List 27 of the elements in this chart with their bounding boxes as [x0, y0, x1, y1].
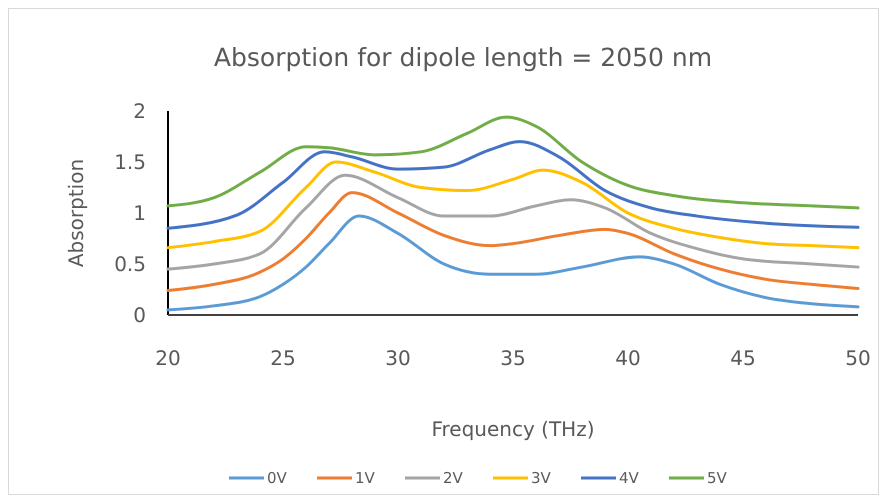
- legend-label: 2V: [443, 469, 464, 487]
- y-axis-title: Absorption: [64, 158, 88, 268]
- chart-title: Absorption for dipole length = 2050 nm: [214, 43, 712, 72]
- x-axis-title: Frequency (THz): [431, 417, 595, 441]
- line-series: [166, 160, 860, 250]
- x-tick-label: 35: [500, 346, 526, 370]
- legend-label: 3V: [531, 469, 552, 487]
- line-series: [166, 214, 860, 312]
- line-series: [166, 116, 860, 210]
- line-series: [166, 191, 860, 292]
- x-tick-label: 50: [845, 346, 871, 370]
- x-tick-label: 40: [615, 346, 641, 370]
- legend-label: 4V: [619, 469, 640, 487]
- x-tick-label: 25: [270, 346, 296, 370]
- legend-label: 1V: [355, 469, 376, 487]
- y-tick-label: 0: [133, 303, 146, 327]
- y-tick-label: 1: [133, 201, 146, 225]
- y-tick-label: 1.5: [114, 150, 146, 174]
- legend-label: 5V: [707, 469, 728, 487]
- line-series: [166, 174, 860, 271]
- x-tick-label: 45: [730, 346, 756, 370]
- y-tick-label: 2: [133, 99, 146, 123]
- line-series: [166, 140, 860, 230]
- y-tick-label: 0.5: [114, 252, 146, 276]
- legend-label: 0V: [267, 469, 288, 487]
- x-tick-label: 30: [385, 346, 411, 370]
- x-tick-label: 20: [155, 346, 181, 370]
